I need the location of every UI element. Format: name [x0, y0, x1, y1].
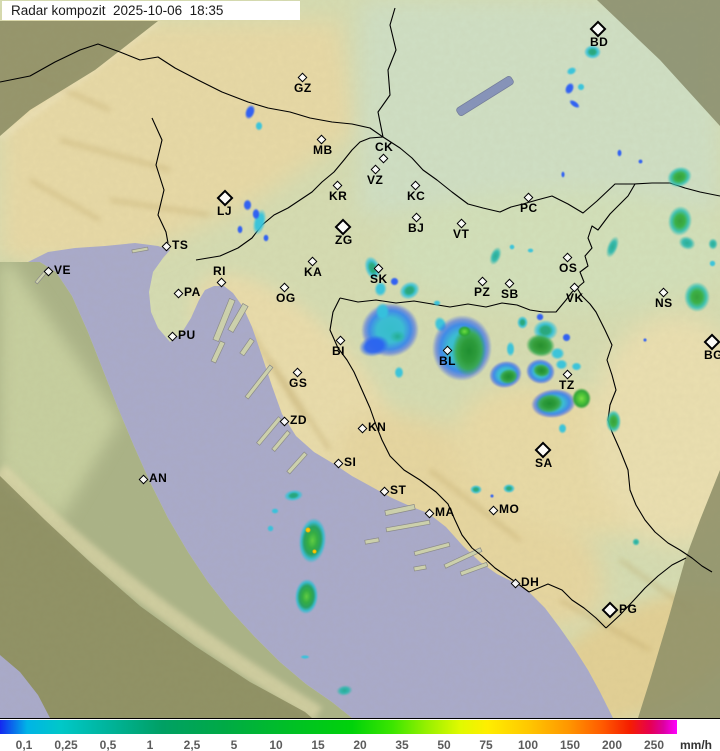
legend-value: 250	[643, 738, 665, 751]
legend-value: 5	[230, 738, 238, 751]
terrain-noise	[0, 0, 720, 718]
legend-colorbar	[0, 720, 677, 734]
radar-map: GZ BD MB CK VZ KR KC PC LJ BJ VT TS ZG VE OS RI KA SK PA OG…	[0, 0, 720, 718]
legend: 0,1 0,25 0,5 1 2,5 5 10 15 20 35 50 75 100 150 200 250 …	[0, 718, 720, 751]
legend-value: 2,5	[183, 738, 201, 751]
legend-value: 50	[437, 738, 451, 751]
legend-value: 200	[601, 738, 623, 751]
legend-value: 10	[269, 738, 283, 751]
legend-value: 35	[395, 738, 409, 751]
legend-value: 75	[479, 738, 493, 751]
legend-value: 150	[559, 738, 581, 751]
basemap-svg	[0, 0, 720, 718]
legend-value: 0,25	[54, 738, 78, 751]
legend-value: 20	[353, 738, 367, 751]
legend-value: 0,5	[99, 738, 117, 751]
country-borders	[0, 7, 720, 629]
map-title: Radar kompozit 2025-10-06 18:35	[11, 3, 224, 18]
map-title-bar: Radar kompozit 2025-10-06 18:35	[2, 1, 300, 20]
legend-value: 1	[146, 738, 154, 751]
legend-value: 100	[517, 738, 539, 751]
legend-unit: mm/h	[680, 738, 713, 751]
legend-value: 0,1	[15, 738, 33, 751]
legend-value: 15	[311, 738, 325, 751]
